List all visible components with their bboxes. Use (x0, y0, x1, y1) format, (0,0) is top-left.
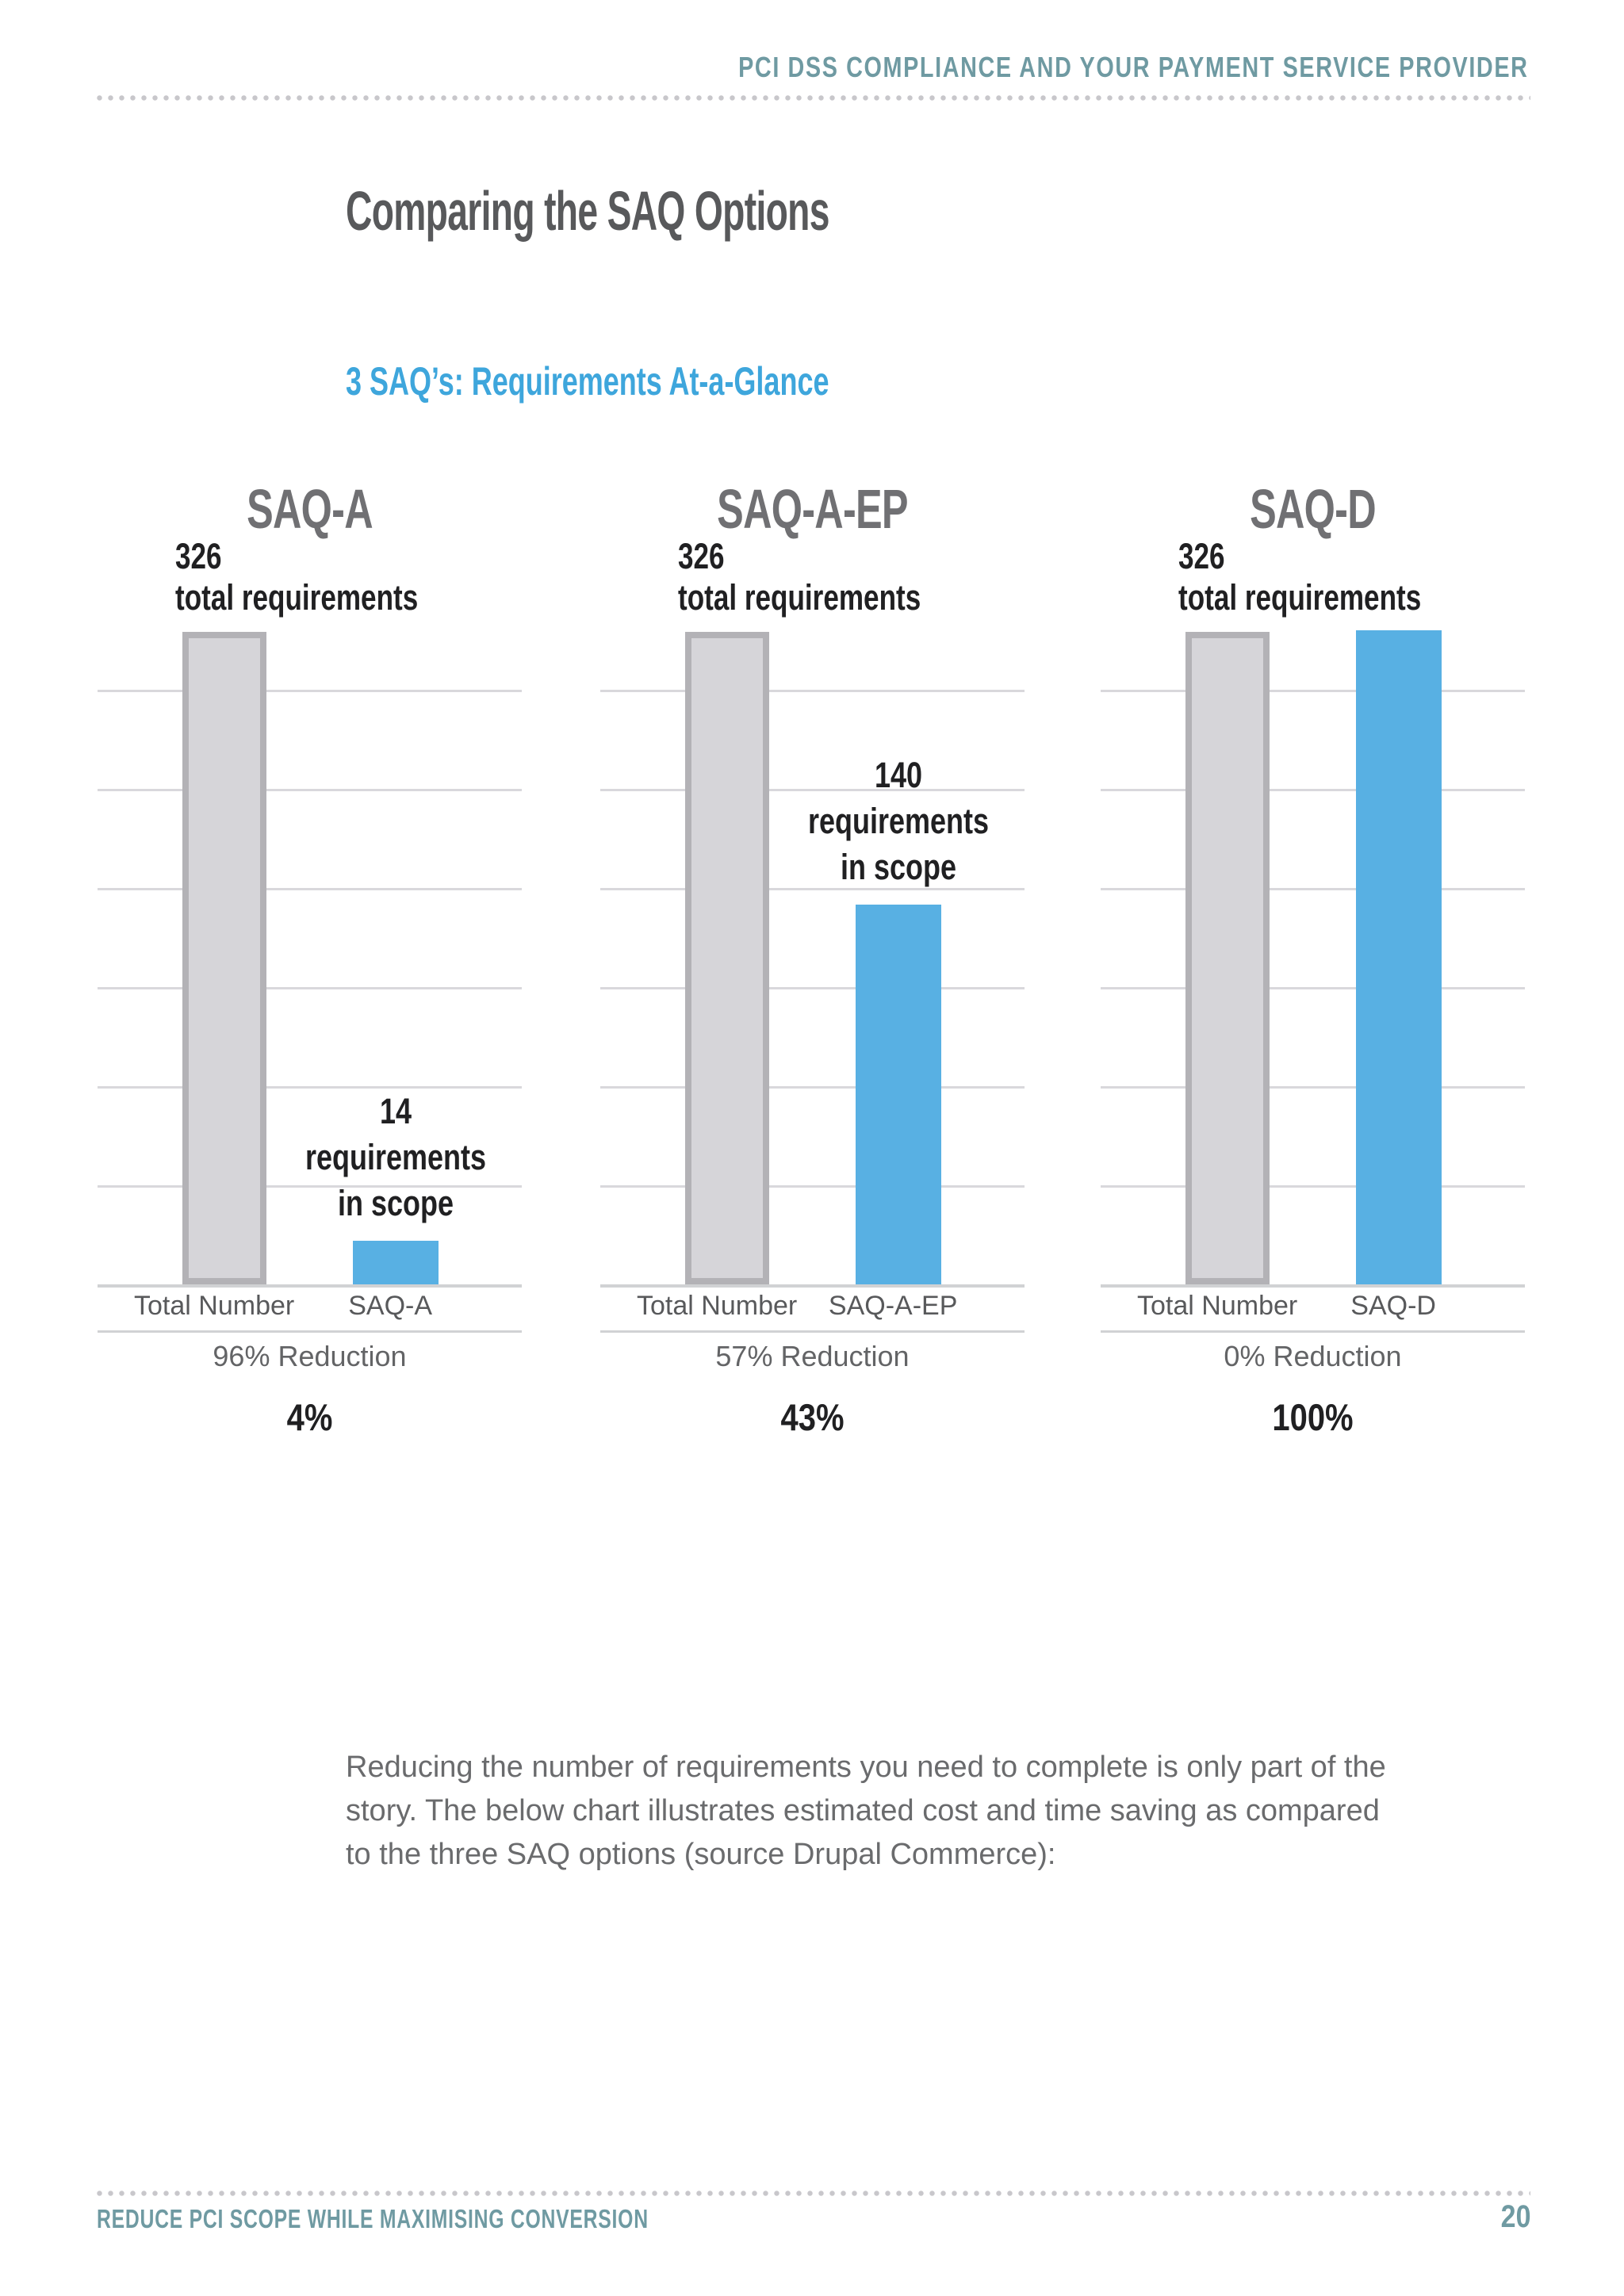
x-axis-labels: Total Number SAQ-A (98, 1288, 522, 1333)
scope-annotation: 14 requirements in scope (305, 1089, 486, 1226)
page-title: Comparing the SAQ Options (346, 180, 829, 242)
body-paragraph: Reducing the number of requirements you … (346, 1746, 1386, 1877)
bar-in-scope (856, 905, 941, 1284)
chart-title: SAQ-A (247, 478, 373, 540)
total-label: total requirements (1178, 577, 1422, 618)
gridline (1101, 690, 1525, 692)
scope-word-2: in scope (840, 847, 957, 887)
bar-total-number (1185, 632, 1270, 1284)
bar-total-number (685, 632, 769, 1284)
footer-dotted-divider (97, 2191, 1530, 2196)
gridline (98, 1086, 522, 1089)
page-number: 20 (1500, 2199, 1530, 2234)
gridline (1101, 1185, 1525, 1188)
total-value: 326 (175, 536, 222, 576)
gridline (98, 987, 522, 989)
plot-area: 140 requirements in scope (600, 555, 1025, 1288)
total-label: total requirements (678, 577, 921, 618)
reduction-label: 57% Reduction (715, 1340, 910, 1372)
footer-title: REDUCE PCI SCOPE WHILE MAXIMISING CONVER… (97, 2204, 649, 2233)
scope-word-1: requirements (807, 801, 990, 841)
chart-saq-a-ep: SAQ-A-EP 326 total requirements 140 requ… (600, 460, 1025, 1490)
gridline (98, 789, 522, 791)
percent-label: 100% (1272, 1396, 1354, 1438)
body-line-1: Reducing the number of requirements you … (346, 1751, 1386, 1784)
body-line-3: to the three SAQ options (source Drupal … (346, 1838, 1056, 1871)
scope-word-2: in scope (337, 1183, 454, 1223)
document-header-title: PCI DSS COMPLIANCE AND YOUR PAYMENT SERV… (738, 51, 1529, 83)
gridline (1101, 1086, 1525, 1089)
gridline (98, 1185, 522, 1188)
chart-saq-d: SAQ-D 326 total requirements Total Numbe… (1101, 460, 1525, 1490)
reduction-label: 0% Reduction (1224, 1340, 1402, 1372)
plot-area: 14 requirements in scope (98, 555, 522, 1288)
gridline (600, 789, 1025, 791)
section-subtitle: 3 SAQ’s: Requirements At-a-Glance (346, 359, 829, 404)
x-label-scope: SAQ-D (1350, 1291, 1436, 1321)
reduction-label: 96% Reduction (213, 1340, 407, 1372)
scope-value: 14 (379, 1091, 412, 1131)
header-dotted-divider (97, 95, 1530, 101)
x-label-total: Total Number (1137, 1291, 1298, 1321)
body-line-2: story. The below chart illustrates estim… (346, 1794, 1380, 1827)
bar-in-scope (1356, 630, 1442, 1284)
gridline (600, 1086, 1025, 1089)
scope-word-1: requirements (304, 1137, 487, 1177)
scope-annotation: 140 requirements in scope (808, 752, 989, 890)
total-requirements-heading: 326 total requirements (678, 536, 990, 618)
gridline (1101, 987, 1525, 989)
gridline (98, 888, 522, 890)
gridline (600, 1185, 1025, 1188)
bar-in-scope (353, 1241, 439, 1284)
bar-total-number (182, 632, 266, 1284)
percent-label: 4% (286, 1396, 333, 1438)
gridline (1101, 789, 1525, 791)
total-requirements-heading: 326 total requirements (1178, 536, 1490, 618)
gridline (98, 690, 522, 692)
percent-label: 43% (780, 1396, 845, 1438)
total-requirements-heading: 326 total requirements (175, 536, 487, 618)
total-value: 326 (678, 536, 725, 576)
x-label-scope: SAQ-A-EP (828, 1291, 958, 1321)
plot-area (1101, 555, 1525, 1288)
chart-saq-a: SAQ-A 326 total requirements 14 requirem… (98, 460, 522, 1490)
x-label-scope: SAQ-A (348, 1291, 433, 1321)
scope-value: 140 (874, 755, 923, 795)
x-axis-labels: Total Number SAQ-D (1101, 1288, 1525, 1333)
gridline (600, 987, 1025, 989)
x-label-total: Total Number (637, 1291, 798, 1321)
gridline (600, 690, 1025, 692)
total-label: total requirements (175, 577, 419, 618)
chart-title: SAQ-D (1250, 478, 1377, 540)
total-value: 326 (1178, 536, 1225, 576)
gridline (600, 888, 1025, 890)
x-axis-labels: Total Number SAQ-A-EP (600, 1288, 1025, 1333)
gridline (1101, 888, 1525, 890)
x-label-total: Total Number (134, 1291, 295, 1321)
chart-title: SAQ-A-EP (717, 478, 908, 540)
